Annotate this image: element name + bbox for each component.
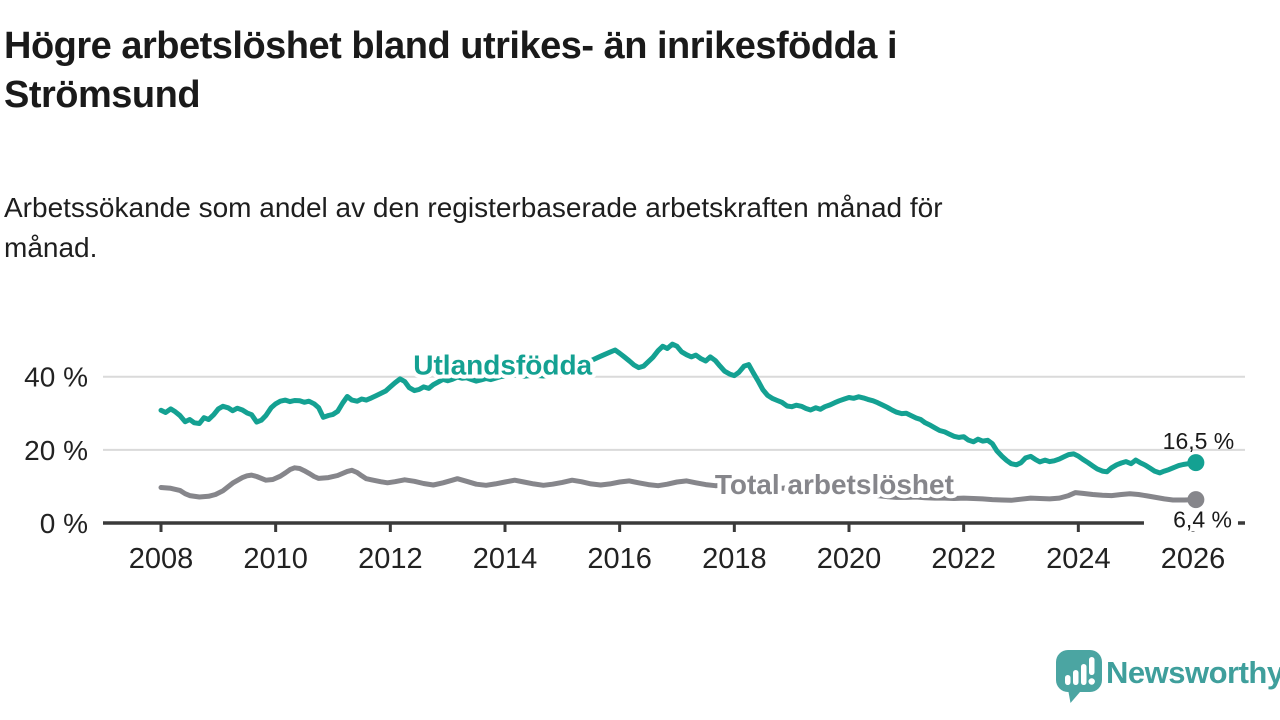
- x-tick-label: 2022: [931, 543, 996, 575]
- x-tick-label: 2014: [473, 543, 538, 575]
- series-label-total: Total arbetslöshet: [715, 469, 954, 500]
- x-tick-label: 2012: [358, 543, 423, 575]
- newsworthy-wordmark: Newsworthy: [1106, 655, 1280, 690]
- series-end-dot-total: [1187, 491, 1205, 509]
- bar-chart-icon: [1065, 675, 1071, 685]
- newsworthy-logo-icon: [1056, 650, 1102, 703]
- page-subtitle-line2: månad.: [4, 232, 98, 263]
- page-title: Högre arbetslöshet bland utrikes- än inr…: [4, 22, 1234, 120]
- series-end-dot-utlandsfodda: [1187, 454, 1205, 472]
- exclamation-icon: [1088, 678, 1095, 685]
- page-subtitle-line1: Arbetssökande som andel av den registerb…: [4, 192, 943, 223]
- page-subtitle: Arbetssökande som andel av den registerb…: [4, 188, 1224, 268]
- x-tick-label: 2008: [129, 543, 194, 575]
- x-tick-label: 2026: [1161, 543, 1226, 575]
- y-tick-label: 20 %: [24, 435, 88, 466]
- bar-chart-icon: [1073, 670, 1079, 685]
- series-end-value-total: 6,4 %: [1173, 506, 1232, 532]
- x-tick-label: 2016: [587, 543, 652, 575]
- page-title-line1: Högre arbetslöshet bland utrikes- än inr…: [4, 25, 898, 67]
- x-tick-label: 2018: [702, 543, 767, 575]
- y-tick-label: 0 %: [40, 508, 88, 539]
- page-title-line2: Strömsund: [4, 74, 201, 116]
- series-line-utlandsfodda: [158, 341, 1199, 476]
- exclamation-icon: [1089, 657, 1095, 675]
- series-end-value-utlandsfodda: 16,5 %: [1163, 428, 1235, 454]
- x-tick-label: 2024: [1046, 543, 1111, 575]
- speech-bubble-shape: [1056, 650, 1102, 703]
- end-label-bg: [1143, 509, 1238, 532]
- x-tick-label: 2010: [243, 543, 308, 575]
- y-tick-label: 40 %: [24, 362, 88, 393]
- bar-chart-icon: [1081, 664, 1087, 685]
- x-tick-label: 2020: [817, 543, 882, 575]
- newsworthy-logo: Newsworthy: [1056, 650, 1280, 703]
- series-line-total: [158, 465, 1199, 503]
- series-label-utlandsfodda: Utlandsfödda: [413, 350, 592, 381]
